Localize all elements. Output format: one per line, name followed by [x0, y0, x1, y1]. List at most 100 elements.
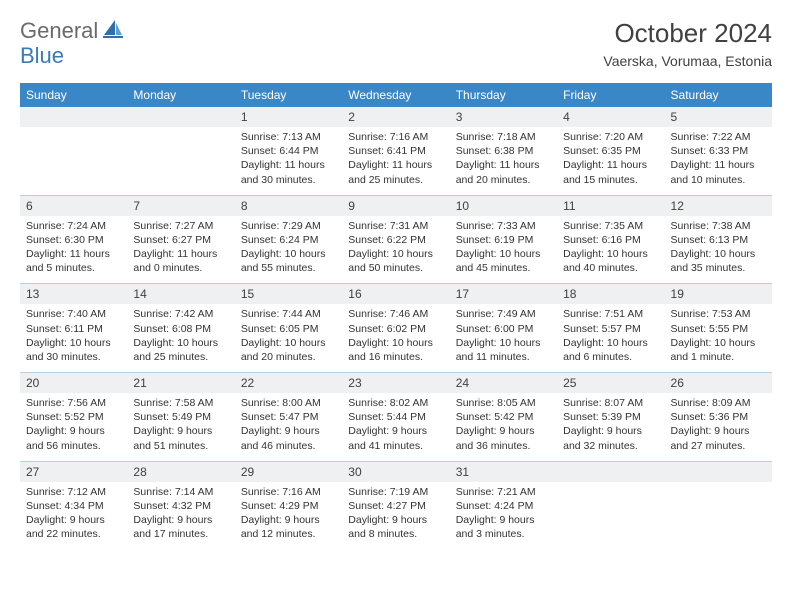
- day-number: [557, 461, 664, 482]
- day-number: 3: [450, 107, 557, 127]
- day-cell: Sunrise: 7:22 AMSunset: 6:33 PMDaylight:…: [665, 127, 772, 195]
- day-cell: Sunrise: 7:14 AMSunset: 4:32 PMDaylight:…: [127, 482, 234, 550]
- sunset: Sunset: 6:30 PM: [26, 233, 121, 247]
- sunset: Sunset: 6:27 PM: [133, 233, 228, 247]
- daylight: Daylight: 9 hours and 3 minutes.: [456, 513, 551, 541]
- day-number: 20: [20, 373, 127, 394]
- sunrise: Sunrise: 7:19 AM: [348, 485, 443, 499]
- day-cell: Sunrise: 7:19 AMSunset: 4:27 PMDaylight:…: [342, 482, 449, 550]
- sunrise: Sunrise: 7:33 AM: [456, 219, 551, 233]
- day-cell: Sunrise: 7:49 AMSunset: 6:00 PMDaylight:…: [450, 304, 557, 372]
- day-number: 1: [235, 107, 342, 127]
- sunrise: Sunrise: 7:56 AM: [26, 396, 121, 410]
- sunrise: Sunrise: 7:46 AM: [348, 307, 443, 321]
- daylight: Daylight: 9 hours and 36 minutes.: [456, 424, 551, 452]
- daylight: Daylight: 9 hours and 8 minutes.: [348, 513, 443, 541]
- sunset: Sunset: 4:32 PM: [133, 499, 228, 513]
- day-cell: Sunrise: 7:16 AMSunset: 6:41 PMDaylight:…: [342, 127, 449, 195]
- daynum-row: 6789101112: [20, 195, 772, 216]
- day-cell: Sunrise: 8:02 AMSunset: 5:44 PMDaylight:…: [342, 393, 449, 461]
- daylight: Daylight: 10 hours and 30 minutes.: [26, 336, 121, 364]
- sunrise: Sunrise: 7:12 AM: [26, 485, 121, 499]
- day-cell: Sunrise: 7:20 AMSunset: 6:35 PMDaylight:…: [557, 127, 664, 195]
- sunrise: Sunrise: 7:51 AM: [563, 307, 658, 321]
- sunset: Sunset: 6:33 PM: [671, 144, 766, 158]
- sunset: Sunset: 6:02 PM: [348, 322, 443, 336]
- sunrise: Sunrise: 7:42 AM: [133, 307, 228, 321]
- day-cell: Sunrise: 7:29 AMSunset: 6:24 PMDaylight:…: [235, 216, 342, 284]
- sunset: Sunset: 5:49 PM: [133, 410, 228, 424]
- day-number: 13: [20, 284, 127, 305]
- day-number: 31: [450, 461, 557, 482]
- sunrise: Sunrise: 7:13 AM: [241, 130, 336, 144]
- daylight: Daylight: 11 hours and 10 minutes.: [671, 158, 766, 186]
- dayhead: Saturday: [665, 83, 772, 107]
- sunset: Sunset: 5:52 PM: [26, 410, 121, 424]
- sunset: Sunset: 4:27 PM: [348, 499, 443, 513]
- daylight: Daylight: 9 hours and 51 minutes.: [133, 424, 228, 452]
- sunrise: Sunrise: 7:16 AM: [348, 130, 443, 144]
- day-number: 4: [557, 107, 664, 127]
- sunset: Sunset: 5:55 PM: [671, 322, 766, 336]
- sunrise: Sunrise: 8:09 AM: [671, 396, 766, 410]
- daylight: Daylight: 9 hours and 22 minutes.: [26, 513, 121, 541]
- sunrise: Sunrise: 7:49 AM: [456, 307, 551, 321]
- daylight: Daylight: 10 hours and 50 minutes.: [348, 247, 443, 275]
- day-number: 29: [235, 461, 342, 482]
- calendar-body: 12345Sunrise: 7:13 AMSunset: 6:44 PMDayl…: [20, 107, 772, 549]
- dayhead: Thursday: [450, 83, 557, 107]
- day-cell: Sunrise: 7:21 AMSunset: 4:24 PMDaylight:…: [450, 482, 557, 550]
- sunset: Sunset: 5:39 PM: [563, 410, 658, 424]
- day-number: 16: [342, 284, 449, 305]
- day-number: 26: [665, 373, 772, 394]
- day-number: 10: [450, 195, 557, 216]
- day-cell: Sunrise: 7:31 AMSunset: 6:22 PMDaylight:…: [342, 216, 449, 284]
- logo-blue: Blue: [20, 43, 64, 69]
- sunset: Sunset: 5:36 PM: [671, 410, 766, 424]
- sunset: Sunset: 4:34 PM: [26, 499, 121, 513]
- day-cell: Sunrise: 7:35 AMSunset: 6:16 PMDaylight:…: [557, 216, 664, 284]
- day-cell: Sunrise: 7:53 AMSunset: 5:55 PMDaylight:…: [665, 304, 772, 372]
- day-cell: Sunrise: 8:00 AMSunset: 5:47 PMDaylight:…: [235, 393, 342, 461]
- sunrise: Sunrise: 8:05 AM: [456, 396, 551, 410]
- day-number: 25: [557, 373, 664, 394]
- sunrise: Sunrise: 7:16 AM: [241, 485, 336, 499]
- sunrise: Sunrise: 7:22 AM: [671, 130, 766, 144]
- sunrise: Sunrise: 7:21 AM: [456, 485, 551, 499]
- daylight: Daylight: 10 hours and 45 minutes.: [456, 247, 551, 275]
- sunset: Sunset: 6:41 PM: [348, 144, 443, 158]
- sunrise: Sunrise: 7:29 AM: [241, 219, 336, 233]
- sunset: Sunset: 6:22 PM: [348, 233, 443, 247]
- day-cell: Sunrise: 7:33 AMSunset: 6:19 PMDaylight:…: [450, 216, 557, 284]
- sunrise: Sunrise: 7:18 AM: [456, 130, 551, 144]
- daynum-row: 20212223242526: [20, 373, 772, 394]
- day-number: 11: [557, 195, 664, 216]
- sunset: Sunset: 6:38 PM: [456, 144, 551, 158]
- daylight: Daylight: 9 hours and 17 minutes.: [133, 513, 228, 541]
- dayhead-row: SundayMondayTuesdayWednesdayThursdayFrid…: [20, 83, 772, 107]
- daylight: Daylight: 10 hours and 11 minutes.: [456, 336, 551, 364]
- daylight: Daylight: 9 hours and 41 minutes.: [348, 424, 443, 452]
- day-cell: [20, 127, 127, 195]
- sunset: Sunset: 4:24 PM: [456, 499, 551, 513]
- day-number: 12: [665, 195, 772, 216]
- dayhead: Monday: [127, 83, 234, 107]
- daynum-row: 12345: [20, 107, 772, 127]
- daylight: Daylight: 9 hours and 56 minutes.: [26, 424, 121, 452]
- day-number: 21: [127, 373, 234, 394]
- daylight: Daylight: 9 hours and 12 minutes.: [241, 513, 336, 541]
- day-cell: Sunrise: 8:07 AMSunset: 5:39 PMDaylight:…: [557, 393, 664, 461]
- day-number: 23: [342, 373, 449, 394]
- logo: General: [20, 18, 126, 44]
- daylight: Daylight: 10 hours and 6 minutes.: [563, 336, 658, 364]
- daylight: Daylight: 11 hours and 0 minutes.: [133, 247, 228, 275]
- day-cell: Sunrise: 7:38 AMSunset: 6:13 PMDaylight:…: [665, 216, 772, 284]
- sunrise: Sunrise: 8:00 AM: [241, 396, 336, 410]
- day-number: 15: [235, 284, 342, 305]
- sunrise: Sunrise: 8:07 AM: [563, 396, 658, 410]
- location: Vaerska, Vorumaa, Estonia: [603, 53, 772, 69]
- day-number: 8: [235, 195, 342, 216]
- sunrise: Sunrise: 7:40 AM: [26, 307, 121, 321]
- day-cell: Sunrise: 7:18 AMSunset: 6:38 PMDaylight:…: [450, 127, 557, 195]
- daylight: Daylight: 10 hours and 40 minutes.: [563, 247, 658, 275]
